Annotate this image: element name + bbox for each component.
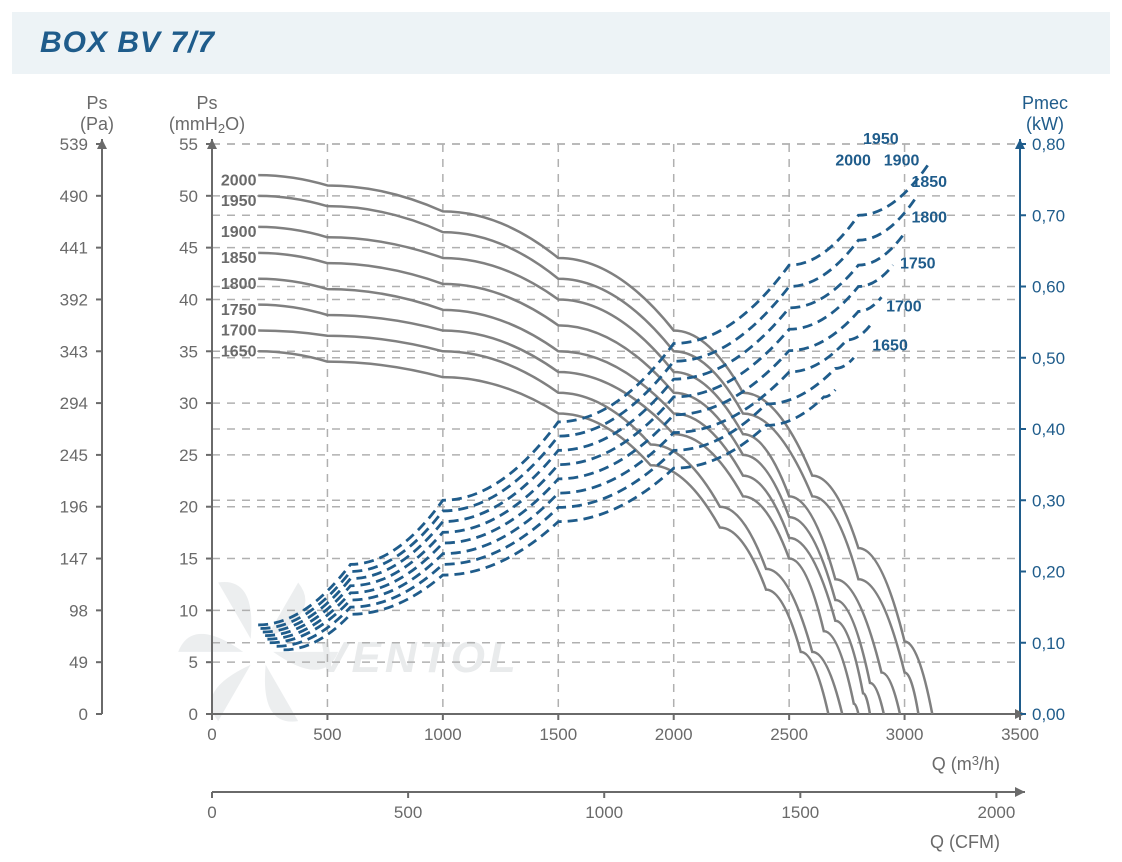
power-curve-label-1750: 1750	[900, 256, 936, 273]
svg-text:Pmec: Pmec	[1022, 93, 1068, 113]
svg-text:30: 30	[179, 394, 198, 413]
svg-text:45: 45	[179, 239, 198, 258]
svg-text:0,10: 0,10	[1032, 634, 1065, 653]
power-curve-label-1850: 1850	[911, 174, 947, 191]
svg-text:Q (CFM): Q (CFM)	[930, 832, 1000, 852]
svg-text:490: 490	[60, 187, 88, 206]
svg-text:1000: 1000	[585, 803, 623, 822]
svg-text:0,20: 0,20	[1032, 563, 1065, 582]
power-curve-label-1900: 1900	[884, 152, 920, 169]
svg-text:500: 500	[313, 725, 341, 744]
svg-text:0: 0	[207, 725, 216, 744]
svg-text:0: 0	[207, 803, 216, 822]
svg-text:(kW): (kW)	[1026, 114, 1064, 134]
fan-curve-label-1750: 1750	[221, 302, 257, 319]
fan-curve-label-2000: 2000	[221, 172, 257, 189]
svg-text:98: 98	[69, 601, 88, 620]
fan-curve-label-1800: 1800	[221, 276, 257, 293]
svg-text:392: 392	[60, 290, 88, 309]
svg-text:0,00: 0,00	[1032, 705, 1065, 724]
power-curve-label-2000: 2000	[835, 152, 871, 169]
svg-text:(mmH2O): (mmH2O)	[169, 114, 245, 136]
svg-text:0: 0	[189, 705, 198, 724]
svg-text:Q (m3/h): Q (m3/h)	[932, 753, 1000, 774]
svg-text:Ps: Ps	[86, 93, 107, 113]
power-curve-label-1800: 1800	[911, 209, 947, 226]
svg-text:196: 196	[60, 498, 88, 517]
svg-text:2000: 2000	[978, 803, 1016, 822]
chart-container: VENTOL 0 5 10 15 20 25 30 35 40 45 50 55 0 49 98 147 196 2…	[12, 84, 1110, 854]
fan-curve-label-1850: 1850	[221, 250, 257, 267]
title-bar: BOX BV 7/7	[12, 12, 1110, 74]
svg-text:1500: 1500	[781, 803, 819, 822]
svg-text:147: 147	[60, 550, 88, 569]
svg-text:245: 245	[60, 446, 88, 465]
power-curve-label-1650: 1650	[872, 338, 908, 355]
svg-text:20: 20	[179, 498, 198, 517]
svg-text:(Pa): (Pa)	[80, 114, 114, 134]
power-curve-1700	[277, 358, 854, 647]
power-curve-label-1950: 1950	[863, 131, 899, 148]
svg-text:441: 441	[60, 239, 88, 258]
svg-text:0,60: 0,60	[1032, 278, 1065, 297]
fan-performance-chart: VENTOL 0 5 10 15 20 25 30 35 40 45 50 55 0 49 98 147 196 2…	[12, 84, 1110, 854]
fan-curve-label-1900: 1900	[221, 224, 257, 241]
svg-text:1000: 1000	[424, 725, 462, 744]
svg-text:50: 50	[179, 187, 198, 206]
svg-text:49: 49	[69, 653, 88, 672]
svg-text:35: 35	[179, 342, 198, 361]
svg-text:VENTOL: VENTOL	[318, 633, 520, 682]
svg-text:0,50: 0,50	[1032, 349, 1065, 368]
svg-text:539: 539	[60, 135, 88, 154]
svg-text:0: 0	[79, 705, 88, 724]
svg-text:2500: 2500	[770, 725, 808, 744]
svg-text:0,40: 0,40	[1032, 420, 1065, 439]
svg-text:0,70: 0,70	[1032, 206, 1065, 225]
svg-text:10: 10	[179, 601, 198, 620]
chart-title: BOX BV 7/7	[40, 26, 215, 59]
svg-text:2000: 2000	[655, 725, 693, 744]
svg-text:0,30: 0,30	[1032, 491, 1065, 510]
svg-text:3000: 3000	[886, 725, 924, 744]
svg-text:1500: 1500	[539, 725, 577, 744]
power-curve-label-1700: 1700	[886, 298, 922, 315]
svg-text:55: 55	[179, 135, 198, 154]
svg-text:294: 294	[60, 394, 88, 413]
fan-curve-label-1700: 1700	[221, 323, 257, 340]
svg-text:40: 40	[179, 290, 198, 309]
svg-text:0,80: 0,80	[1032, 135, 1065, 154]
svg-text:15: 15	[179, 550, 198, 569]
fan-curve-label-1950: 1950	[221, 193, 257, 210]
svg-text:Ps: Ps	[196, 93, 217, 113]
fan-curve-label-1650: 1650	[221, 343, 257, 360]
svg-text:500: 500	[394, 803, 422, 822]
svg-text:25: 25	[179, 446, 198, 465]
svg-text:5: 5	[189, 653, 198, 672]
power-curve-1850	[265, 265, 893, 636]
svg-text:343: 343	[60, 342, 88, 361]
svg-text:3500: 3500	[1001, 725, 1039, 744]
